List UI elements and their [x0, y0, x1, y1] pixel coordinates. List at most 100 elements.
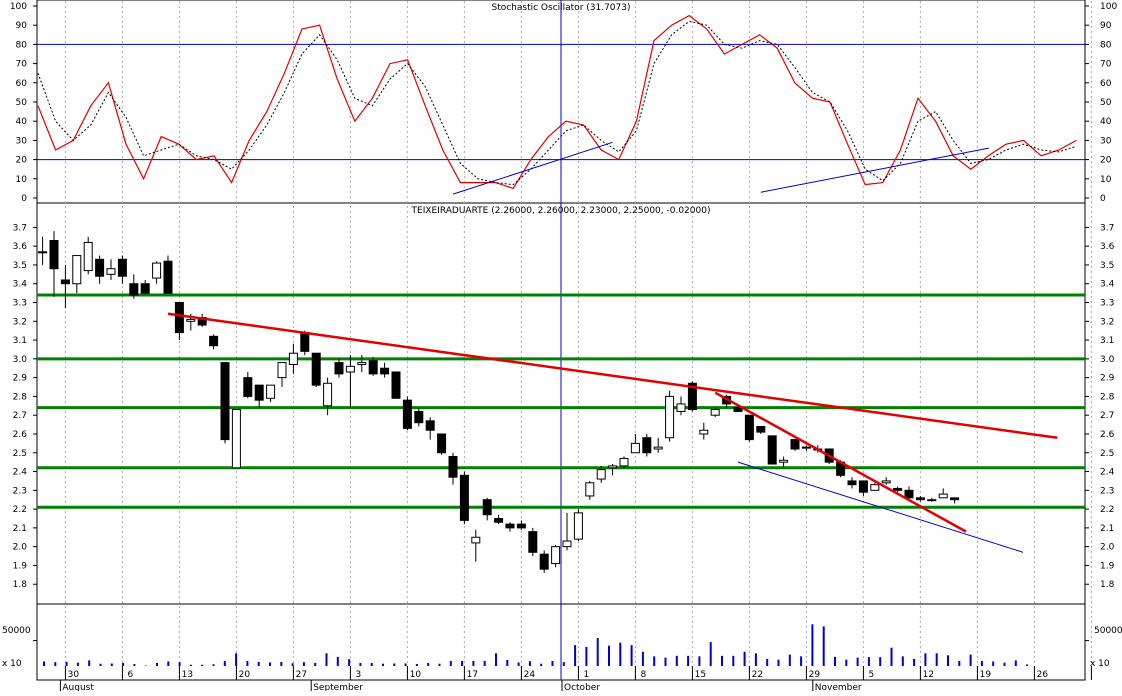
- sto-y-tick-label: 40: [16, 117, 28, 127]
- x-tick-label: 10: [410, 670, 422, 680]
- x-tick-label: 20: [239, 670, 251, 680]
- sto-y-tick-label: 70: [1100, 60, 1112, 70]
- candle-body: [927, 499, 937, 502]
- price-y-tick-label: 3.4: [1100, 280, 1115, 290]
- stochastic-trendline: [452, 141, 613, 195]
- price-trendline: [167, 312, 1058, 439]
- candle-body: [368, 360, 378, 375]
- price-y-tick-label: 3.1: [13, 336, 27, 346]
- x-tick-label: 3: [356, 670, 362, 680]
- candle-body: [72, 255, 82, 285]
- candle-body: [847, 480, 857, 486]
- x-tick-label: 30: [68, 670, 80, 680]
- volume-tick-label-left: 50000: [2, 626, 31, 636]
- x-tick-label: 24: [524, 670, 536, 680]
- price-y-tick-label: 3.7: [13, 223, 27, 233]
- price-y-tick-label: 2.7: [1100, 411, 1114, 421]
- candle-body: [402, 399, 412, 429]
- candle-body: [277, 362, 287, 379]
- candle-body: [243, 377, 253, 397]
- candle-body: [915, 497, 925, 501]
- price-chart-title: TEIXEIRADUARTE (2.26000, 2.26000, 2.2300…: [411, 206, 711, 216]
- price-y-tick-label: 1.9: [13, 561, 28, 571]
- candle-body: [414, 410, 424, 424]
- candle-body: [630, 442, 640, 454]
- candle-body: [300, 332, 310, 352]
- candle-body: [710, 409, 720, 416]
- price-y-tick-label: 1.8: [1100, 580, 1115, 590]
- candle-body: [425, 420, 435, 431]
- candle-body: [756, 425, 766, 433]
- candle-body: [573, 512, 583, 540]
- sto-y-tick-label: 80: [16, 40, 28, 50]
- candle-body: [767, 435, 777, 465]
- price-y-tick-label: 3.6: [1100, 242, 1115, 252]
- candle-body: [801, 446, 811, 449]
- candle-body: [881, 480, 891, 484]
- stochastic-trendline: [760, 147, 989, 193]
- candle-body: [323, 382, 333, 407]
- price-y-tick-label: 2.2: [13, 505, 27, 515]
- candle-body: [893, 487, 903, 491]
- candle-body: [938, 493, 948, 499]
- candle-body: [311, 352, 321, 386]
- price-y-tick-label: 2.2: [1100, 505, 1114, 515]
- candle-body: [539, 553, 549, 570]
- price-y-tick-label: 2.7: [13, 411, 27, 421]
- candle-body: [585, 482, 595, 497]
- candle-body: [699, 429, 709, 435]
- candle-body: [140, 283, 150, 294]
- candle-body: [653, 446, 663, 450]
- candle-body: [904, 489, 914, 499]
- candle-body: [494, 517, 504, 523]
- sto-y-tick-label: 90: [16, 21, 28, 31]
- candle-body: [231, 409, 241, 469]
- candle-body: [186, 318, 196, 322]
- candle-body: [220, 362, 230, 441]
- candle-body: [505, 523, 515, 529]
- x-tick-label: 5: [869, 670, 875, 680]
- x-tick-label: 6: [128, 670, 134, 680]
- sto-y-tick-label: 10: [16, 175, 28, 185]
- price-y-tick-label: 2.5: [13, 449, 27, 459]
- sto-y-tick-label: 20: [1100, 156, 1112, 166]
- candle-body: [391, 371, 401, 399]
- candle-body: [733, 407, 743, 412]
- sto-y-tick-label: 10: [1100, 175, 1112, 185]
- sto-y-tick-label: 40: [1100, 117, 1112, 127]
- candle-body: [482, 499, 492, 516]
- price-trendline: [714, 391, 967, 533]
- candle-body: [619, 457, 629, 467]
- candle-body: [459, 474, 469, 521]
- sto-y-tick-label: 100: [10, 2, 27, 12]
- price-y-tick-label: 2.9: [13, 374, 28, 384]
- price-y-tick-label: 3.5: [13, 261, 27, 271]
- stochastic-title: Stochastic Oscillator (31.7073): [491, 3, 630, 13]
- price-y-tick-label: 2.1: [13, 524, 27, 534]
- x-tick-label: 27: [296, 670, 307, 680]
- candle-body: [174, 302, 184, 334]
- candle-body: [38, 251, 48, 254]
- price-y-tick-label: 3.3: [13, 299, 27, 309]
- candle-body: [642, 437, 652, 454]
- candle-body: [106, 268, 116, 275]
- candle-body: [49, 240, 59, 270]
- month-label: November: [815, 683, 862, 691]
- sto-y-tick-label: 0: [1100, 194, 1106, 204]
- price-y-tick-label: 3.0: [1100, 355, 1115, 365]
- candle-body: [551, 546, 561, 565]
- candle-body: [665, 395, 675, 439]
- month-label: October: [564, 683, 600, 691]
- price-y-tick-label: 2.6: [1100, 430, 1115, 440]
- sto-y-tick-label: 80: [1100, 40, 1112, 50]
- price-y-tick-label: 2.9: [1100, 374, 1115, 384]
- candle-body: [266, 384, 276, 399]
- month-label: August: [62, 683, 94, 691]
- price-y-tick-label: 2.4: [13, 468, 28, 478]
- candle-body: [129, 283, 139, 296]
- candle-body: [334, 362, 344, 375]
- price-y-tick-label: 3.1: [1100, 336, 1114, 346]
- price-y-tick-label: 2.6: [13, 430, 28, 440]
- sto-y-tick-label: 60: [1100, 79, 1112, 89]
